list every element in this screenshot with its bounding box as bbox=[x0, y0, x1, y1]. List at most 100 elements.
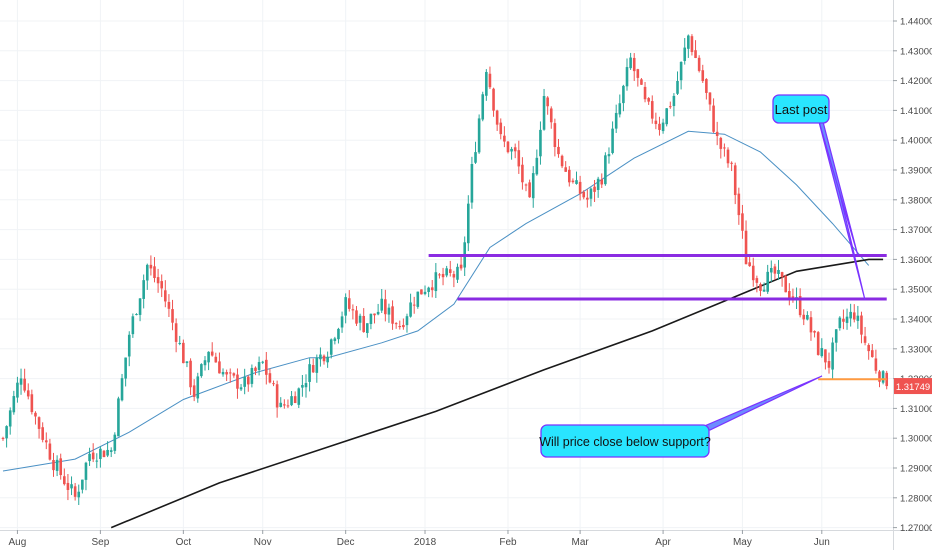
candle-body bbox=[546, 97, 549, 107]
candle-body bbox=[41, 427, 44, 440]
candle-body bbox=[434, 272, 438, 292]
candle-body bbox=[870, 350, 874, 358]
candle-body bbox=[730, 162, 733, 164]
candle-body bbox=[467, 203, 470, 244]
callout-pointer-support bbox=[694, 375, 823, 431]
last-price-label: 1.31749 bbox=[896, 382, 930, 393]
candle-body bbox=[589, 188, 593, 199]
candle-body bbox=[81, 479, 84, 490]
x-tick-label: Feb bbox=[499, 537, 517, 548]
candle-body bbox=[77, 491, 81, 498]
y-tick-label: 1.27000 bbox=[900, 523, 932, 534]
candle-body bbox=[719, 137, 723, 149]
candle-body bbox=[834, 329, 838, 343]
candle-body bbox=[582, 191, 586, 198]
candle-body bbox=[564, 167, 567, 172]
last-price-tag bbox=[894, 378, 932, 395]
candle-body bbox=[394, 323, 398, 325]
candle-body bbox=[304, 383, 308, 388]
callout-box-last-post[interactable] bbox=[772, 94, 830, 124]
candle-body bbox=[640, 79, 643, 85]
candle-body bbox=[748, 262, 751, 267]
y-tick-label: 1.29000 bbox=[900, 464, 932, 475]
callout-text-last-post: Last post bbox=[775, 102, 828, 117]
callout-box-support[interactable] bbox=[540, 424, 710, 458]
candle-body bbox=[221, 371, 225, 375]
candles bbox=[1, 34, 889, 505]
candle-body bbox=[806, 315, 809, 320]
candle-body bbox=[878, 371, 881, 382]
candle-body bbox=[780, 272, 784, 277]
candle-body bbox=[131, 316, 135, 335]
candle-body bbox=[715, 131, 719, 136]
candle-body bbox=[113, 434, 117, 451]
candle-body bbox=[658, 123, 661, 130]
candle-body bbox=[726, 149, 730, 164]
candle-body bbox=[26, 390, 30, 397]
candle-body bbox=[549, 108, 553, 123]
candle-body bbox=[210, 351, 214, 356]
candle-body bbox=[687, 35, 690, 49]
candle-body bbox=[611, 128, 614, 154]
candle-body bbox=[156, 277, 160, 284]
callouts[interactable]: Last post Will price close below support? bbox=[539, 94, 866, 458]
candle-body bbox=[391, 306, 394, 324]
candle-body bbox=[622, 85, 625, 104]
y-tick-label: 1.33000 bbox=[900, 344, 932, 355]
candle-body bbox=[384, 299, 387, 315]
candle-body bbox=[881, 371, 885, 383]
y-tick-label: 1.38000 bbox=[900, 195, 932, 206]
candle-body bbox=[55, 459, 59, 471]
candle-body bbox=[109, 450, 113, 452]
candle-body bbox=[769, 267, 773, 273]
x-tick-label: May bbox=[733, 537, 752, 548]
candle-body bbox=[387, 307, 391, 315]
candle-body bbox=[301, 385, 304, 388]
candle-body bbox=[459, 264, 463, 269]
candle-body bbox=[438, 274, 441, 276]
candle-body bbox=[860, 315, 863, 335]
candle-body bbox=[531, 173, 535, 199]
horizontal-levels[interactable] bbox=[428, 254, 887, 381]
candle-body bbox=[30, 394, 34, 413]
candle-body bbox=[503, 135, 506, 142]
candle-body bbox=[600, 179, 604, 185]
candle-body bbox=[164, 290, 167, 302]
x-tick-label: Mar bbox=[572, 537, 590, 548]
candle-body bbox=[167, 301, 171, 309]
candle-body bbox=[99, 448, 102, 459]
candle-body bbox=[842, 318, 845, 322]
candle-body bbox=[117, 398, 120, 437]
candle-body bbox=[52, 460, 55, 471]
candle-body bbox=[838, 317, 842, 329]
candle-body bbox=[283, 404, 286, 406]
candle-body bbox=[697, 57, 701, 71]
candle-body bbox=[690, 36, 694, 53]
candle-body bbox=[380, 298, 384, 311]
candle-body bbox=[73, 486, 77, 497]
candle-body bbox=[329, 339, 333, 355]
candle-body bbox=[250, 367, 254, 384]
y-tick-label: 1.36000 bbox=[900, 255, 932, 266]
long-moving-average-line bbox=[110, 258, 884, 529]
x-tick-label: Aug bbox=[9, 537, 27, 548]
candle-body bbox=[492, 88, 495, 111]
candle-body bbox=[376, 311, 380, 315]
candle-body bbox=[593, 186, 596, 192]
candle-body bbox=[474, 152, 477, 163]
grid bbox=[0, 0, 893, 530]
candle-body bbox=[665, 108, 668, 125]
y-tick-label: 1.37000 bbox=[900, 225, 932, 236]
candle-body bbox=[650, 101, 654, 119]
candle-body bbox=[524, 184, 528, 186]
candle-body bbox=[676, 80, 679, 94]
candle-body bbox=[852, 312, 856, 320]
candle-body bbox=[430, 287, 434, 291]
candle-body bbox=[358, 315, 362, 323]
candle-body bbox=[820, 348, 824, 357]
candle-body bbox=[535, 157, 539, 175]
candle-body bbox=[741, 213, 744, 231]
candle-body bbox=[340, 316, 344, 328]
